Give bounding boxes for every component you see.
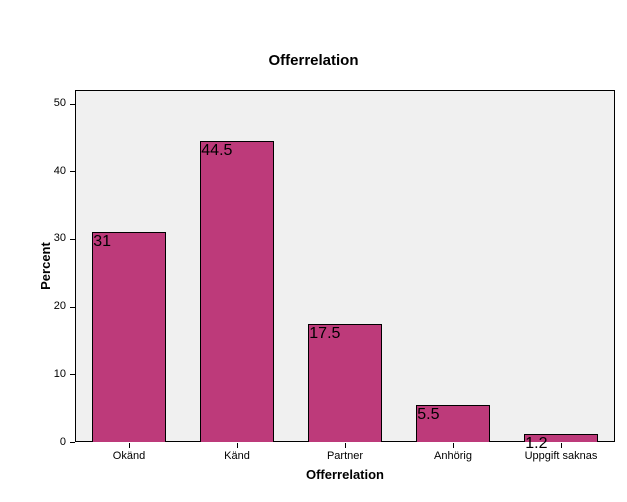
y-tick-mark xyxy=(70,104,75,105)
y-tick-mark xyxy=(70,239,75,240)
bar: 1.2 xyxy=(524,434,597,442)
y-tick-mark xyxy=(70,171,75,172)
y-tick-mark xyxy=(70,442,75,443)
x-tick-mark xyxy=(453,443,454,448)
chart-root: Offerrelation01020304050Okänd31Känd44.5P… xyxy=(0,0,627,502)
x-tick-label: Okänd xyxy=(75,450,183,462)
bar: 17.5 xyxy=(308,324,381,442)
x-tick-mark xyxy=(237,443,238,448)
x-tick-label: Uppgift saknas xyxy=(507,450,615,462)
y-tick-mark xyxy=(70,374,75,375)
x-tick-mark xyxy=(129,443,130,448)
y-tick-mark xyxy=(70,307,75,308)
chart-title: Offerrelation xyxy=(0,52,627,69)
x-tick-label: Känd xyxy=(183,450,291,462)
x-tick-label: Anhörig xyxy=(399,450,507,462)
x-tick-mark xyxy=(561,443,562,448)
bar: 44.5 xyxy=(200,141,273,442)
y-axis-title: Percent xyxy=(38,90,53,442)
bar: 5.5 xyxy=(416,405,489,442)
x-axis-title: Offerrelation xyxy=(75,467,615,482)
x-tick-label: Partner xyxy=(291,450,399,462)
bar: 31 xyxy=(92,232,165,442)
x-tick-mark xyxy=(345,443,346,448)
